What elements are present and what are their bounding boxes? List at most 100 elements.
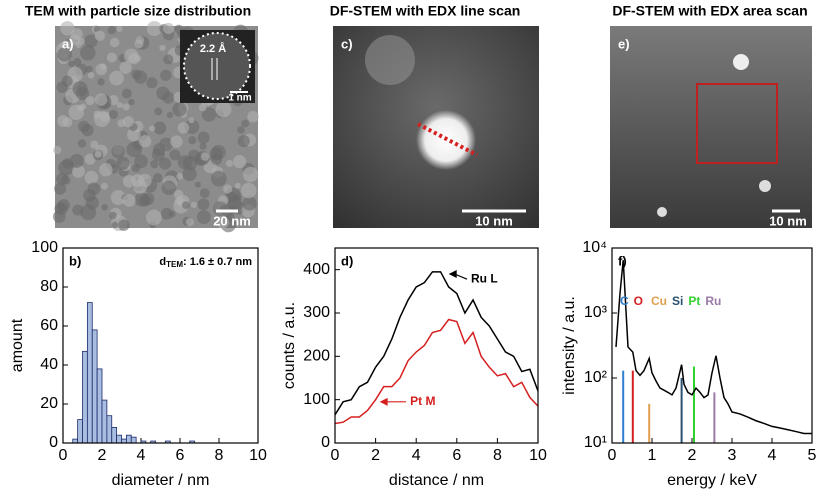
texture xyxy=(159,44,166,52)
texture xyxy=(72,164,85,178)
texture xyxy=(169,149,181,161)
texture xyxy=(172,102,187,117)
texture xyxy=(58,159,74,176)
texture xyxy=(168,210,176,218)
x-tick-label: 0 xyxy=(608,447,617,464)
y-axis-label: intensity / a.u. xyxy=(561,296,578,395)
texture xyxy=(242,166,259,183)
texture xyxy=(77,139,87,148)
legend-label: Pt M xyxy=(410,394,435,408)
annotation-text: : 1.6 ± 0.7 nm xyxy=(183,256,252,268)
texture xyxy=(73,57,82,66)
texture xyxy=(134,39,144,49)
texture xyxy=(241,119,250,128)
y-axis-label: counts / a.u. xyxy=(281,302,298,389)
texture xyxy=(211,144,226,160)
texture xyxy=(163,54,174,65)
x-tick-label: 8 xyxy=(493,447,502,464)
texture xyxy=(122,116,134,128)
legend-arrowhead xyxy=(379,397,388,406)
annotation-symbol: d xyxy=(159,256,166,268)
legend-label: Ru L xyxy=(471,271,498,285)
texture xyxy=(134,192,149,207)
texture xyxy=(85,95,95,106)
particle xyxy=(365,35,415,85)
texture xyxy=(188,136,197,145)
texture xyxy=(85,196,99,210)
x-tick-label: 3 xyxy=(728,447,737,464)
texture xyxy=(166,111,174,119)
texture xyxy=(84,153,96,165)
y-axis-label: amount xyxy=(9,318,26,372)
texture xyxy=(124,48,139,64)
texture xyxy=(138,135,152,148)
bar xyxy=(86,302,93,444)
texture xyxy=(182,201,190,210)
panel-label: f) xyxy=(618,253,627,268)
texture xyxy=(116,25,123,32)
texture xyxy=(185,218,194,227)
texture xyxy=(69,153,84,168)
x-tick-label: 5 xyxy=(808,447,817,464)
y-tick-label: 20 xyxy=(40,395,58,412)
texture xyxy=(146,209,162,226)
texture xyxy=(85,65,93,73)
y-tick-label: 80 xyxy=(40,278,58,295)
x-tick-label: 4 xyxy=(412,447,421,464)
series-line xyxy=(334,318,539,425)
texture xyxy=(225,159,234,168)
y-tick-label: 60 xyxy=(40,317,58,334)
texture xyxy=(122,193,136,207)
plot-frame xyxy=(62,247,259,444)
texture xyxy=(210,170,227,187)
texture xyxy=(200,152,210,161)
x-tick-label: 4 xyxy=(768,447,777,464)
x-axis-label: diameter / nm xyxy=(112,472,210,489)
particle xyxy=(733,54,749,70)
texture xyxy=(237,126,245,134)
bar xyxy=(130,436,137,444)
texture xyxy=(87,182,101,196)
texture xyxy=(100,63,107,70)
y-tick-label: 200 xyxy=(303,348,330,365)
texture xyxy=(109,37,120,48)
texture xyxy=(215,101,232,118)
x-tick-label: 0 xyxy=(59,447,68,464)
texture xyxy=(162,22,175,34)
texture xyxy=(87,71,95,79)
texture xyxy=(198,103,207,112)
texture xyxy=(75,87,90,101)
texture xyxy=(60,21,75,36)
x-tick-label: 8 xyxy=(215,447,224,464)
x-tick-label: 6 xyxy=(176,447,185,464)
element-label: Cu xyxy=(651,294,667,308)
texture xyxy=(177,122,190,134)
texture xyxy=(116,102,123,109)
texture xyxy=(108,109,118,119)
texture xyxy=(53,145,62,155)
texture xyxy=(131,69,142,80)
texture xyxy=(162,91,175,104)
scale-label: 10 nm xyxy=(769,213,807,228)
texture xyxy=(122,174,136,188)
y-tick-label: 10⁴ xyxy=(582,239,607,256)
bar xyxy=(116,434,122,444)
area-scan xyxy=(696,83,778,164)
texture xyxy=(111,144,125,159)
texture xyxy=(127,127,141,142)
panel-label: d) xyxy=(341,253,353,268)
y-tick-label: 10² xyxy=(584,369,608,386)
annotation: dTEM: 1.6 ± 0.7 nm xyxy=(159,256,252,269)
texture xyxy=(62,117,73,128)
scale-label: 10 nm xyxy=(475,213,513,228)
texture xyxy=(90,140,99,149)
x-tick-label: 1 xyxy=(648,447,657,464)
texture xyxy=(61,75,73,87)
column-title: DF-STEM with EDX area scan xyxy=(612,3,807,19)
texture xyxy=(194,181,201,188)
texture xyxy=(161,180,177,196)
texture xyxy=(94,150,102,158)
texture xyxy=(80,45,96,61)
texture xyxy=(154,107,163,116)
texture xyxy=(100,182,108,190)
